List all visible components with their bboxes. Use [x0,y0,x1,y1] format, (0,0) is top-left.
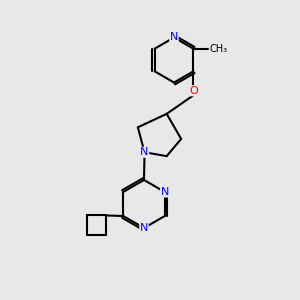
Text: N: N [140,223,148,233]
Text: O: O [189,86,198,96]
Text: N: N [170,32,178,43]
Text: N: N [160,187,169,197]
Text: N: N [140,147,149,157]
Text: CH₃: CH₃ [210,44,228,54]
